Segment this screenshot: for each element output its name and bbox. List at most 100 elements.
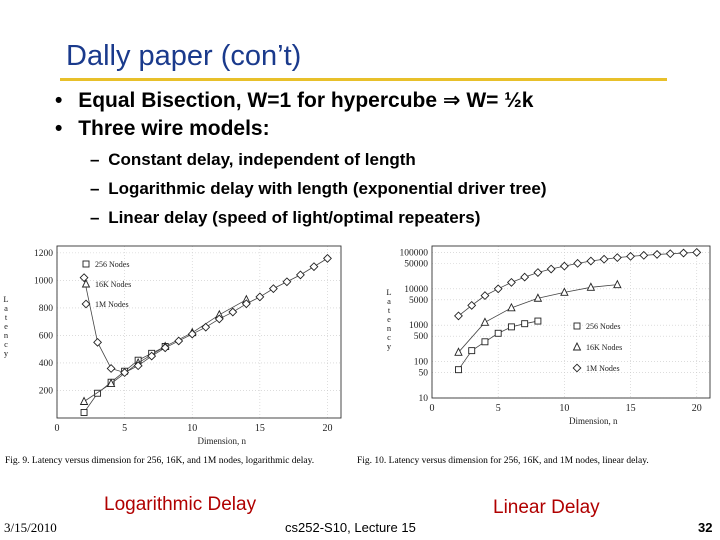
series-line-1m-nodes (83, 258, 328, 374)
data-point-1m-nodes-8 (187, 329, 197, 339)
legend-label-1: 16K Nodes (586, 343, 622, 352)
y-tick-label-7: 50000 (404, 259, 428, 269)
figure-left-caption: Fig. 9. Latency versus dimension for 256… (5, 456, 315, 466)
data-point-256-nodes-0 (80, 409, 88, 416)
footer-date: 3/15/2010 (4, 520, 57, 535)
data-point-1m-nodes-7 (174, 336, 184, 346)
data-point-1m-nodes-5 (147, 351, 157, 361)
y-axis-label-letter: t (388, 305, 391, 315)
data-point-1m-nodes-15 (282, 277, 292, 287)
y-tick-label-3: 500 (414, 332, 429, 342)
legend-marker-1 (81, 278, 91, 288)
data-point-256-nodes-2 (481, 338, 489, 346)
bullet-marker: • (55, 117, 63, 140)
data-point-1m-nodes-17 (309, 262, 319, 272)
x-tick-label-2: 10 (559, 403, 569, 414)
label-linear-delay: Linear Delay (493, 497, 600, 518)
x-tick-label-1: 5 (122, 423, 127, 434)
data-point-16k-nodes-1 (480, 317, 490, 326)
data-point-1m-nodes-17 (679, 248, 688, 258)
y-tick-label-3: 800 (39, 304, 54, 314)
x-tick-label-0: 0 (430, 403, 435, 414)
data-point-1m-nodes-7 (546, 264, 556, 274)
bullet-1: • Equal Bisection, W=1 for hypercube ⇒ W… (55, 88, 533, 113)
sub-bullet-marker: – (90, 208, 100, 227)
data-point-16k-nodes-3 (533, 293, 543, 302)
bullet-marker: • (55, 89, 63, 112)
y-tick-label-5: 1200 (34, 249, 53, 259)
y-tick-label-6: 10000 (404, 285, 428, 295)
plot-frame (431, 245, 711, 399)
data-point-1m-nodes-18 (323, 253, 332, 263)
x-tick-label-3: 15 (626, 403, 636, 414)
sub-bullet-2: – Logarithmic delay with length (exponen… (90, 179, 547, 199)
data-point-1m-nodes-12 (612, 253, 622, 263)
data-point-1m-nodes-6 (160, 343, 170, 353)
y-axis-label-letter: e (387, 314, 391, 324)
data-point-1m-nodes-10 (586, 256, 596, 266)
data-point-1m-nodes-16 (295, 270, 305, 280)
y-axis-label-letter: y (4, 348, 9, 358)
data-point-256-nodes-5 (521, 320, 529, 328)
x-axis-label: Dimension, n (569, 416, 618, 426)
data-point-1m-nodes-9 (201, 322, 211, 332)
x-tick-label-4: 20 (692, 403, 702, 414)
sub-bullet-3: – Linear delay (speed of light/optimal r… (90, 208, 480, 228)
y-axis-label-letter: y (387, 341, 392, 351)
data-point-256-nodes-4 (507, 323, 515, 331)
footer-course: cs252-S10, Lecture 15 (285, 520, 416, 535)
data-point-256-nodes-1 (94, 389, 102, 397)
y-axis-label-letter: c (4, 339, 8, 349)
data-point-16k-nodes-6 (613, 279, 622, 289)
y-axis-label-letter: e (4, 321, 8, 331)
data-point-1m-nodes-1 (93, 337, 103, 347)
bullet-1-text-pre: Equal Bisection, W=1 for hypercube (78, 89, 443, 112)
bullet-1-text-post: W= ½k (460, 89, 534, 112)
sub-bullet-3-text: Linear delay (speed of light/optimal rep… (108, 208, 481, 227)
data-point-1m-nodes-14 (639, 250, 649, 260)
data-point-1m-nodes-11 (599, 254, 609, 264)
y-tick-label-8: 100000 (400, 248, 429, 258)
x-tick-label-1: 5 (496, 403, 501, 414)
y-axis-label-letter: a (387, 296, 391, 306)
legend-marker-2 (81, 299, 91, 309)
y-axis-label-letter: L (3, 294, 8, 304)
data-point-1m-nodes-11 (228, 307, 238, 317)
legend-label-2: 1M Nodes (586, 364, 620, 373)
sub-bullet-2-text: Logarithmic delay with length (exponenti… (108, 179, 547, 198)
y-tick-label-1: 400 (39, 359, 54, 369)
data-point-1m-nodes-9 (573, 258, 583, 268)
legend-marker-1 (572, 341, 582, 351)
x-tick-label-2: 10 (187, 423, 197, 434)
implies-arrow-icon: ⇒ (442, 89, 461, 112)
data-point-1m-nodes-18 (692, 247, 702, 257)
bullet-2-text: Three wire models: (78, 117, 270, 140)
plot-frame (56, 245, 342, 419)
y-tick-label-2: 600 (39, 331, 54, 341)
data-point-16k-nodes-1 (106, 378, 116, 388)
y-tick-label-1: 50 (419, 369, 429, 379)
title-underline (60, 78, 667, 81)
legend-marker-0 (573, 322, 581, 330)
y-tick-label-5: 5000 (409, 296, 428, 306)
data-point-1m-nodes-4 (506, 277, 516, 287)
legend-label-2: 1M Nodes (95, 300, 129, 309)
data-point-1m-nodes-2 (480, 291, 490, 301)
footer-page-number: 32 (698, 520, 713, 535)
data-point-1m-nodes-3 (493, 284, 503, 294)
figure-right-caption: Fig. 10. Latency versus dimension for 25… (357, 456, 649, 466)
data-point-16k-nodes-2 (507, 302, 516, 312)
data-point-1m-nodes-15 (652, 249, 662, 259)
legend-marker-2 (572, 363, 582, 373)
y-axis-label-letter: n (387, 323, 392, 333)
x-tick-label-0: 0 (55, 423, 60, 434)
data-point-1m-nodes-5 (520, 272, 530, 282)
legend-marker-0 (82, 260, 90, 268)
x-axis-label: Dimension, n (197, 436, 246, 446)
x-tick-label-3: 15 (255, 423, 265, 434)
y-tick-label-0: 10 (419, 394, 429, 404)
data-point-1m-nodes-1 (467, 300, 477, 310)
data-point-1m-nodes-13 (255, 292, 265, 302)
